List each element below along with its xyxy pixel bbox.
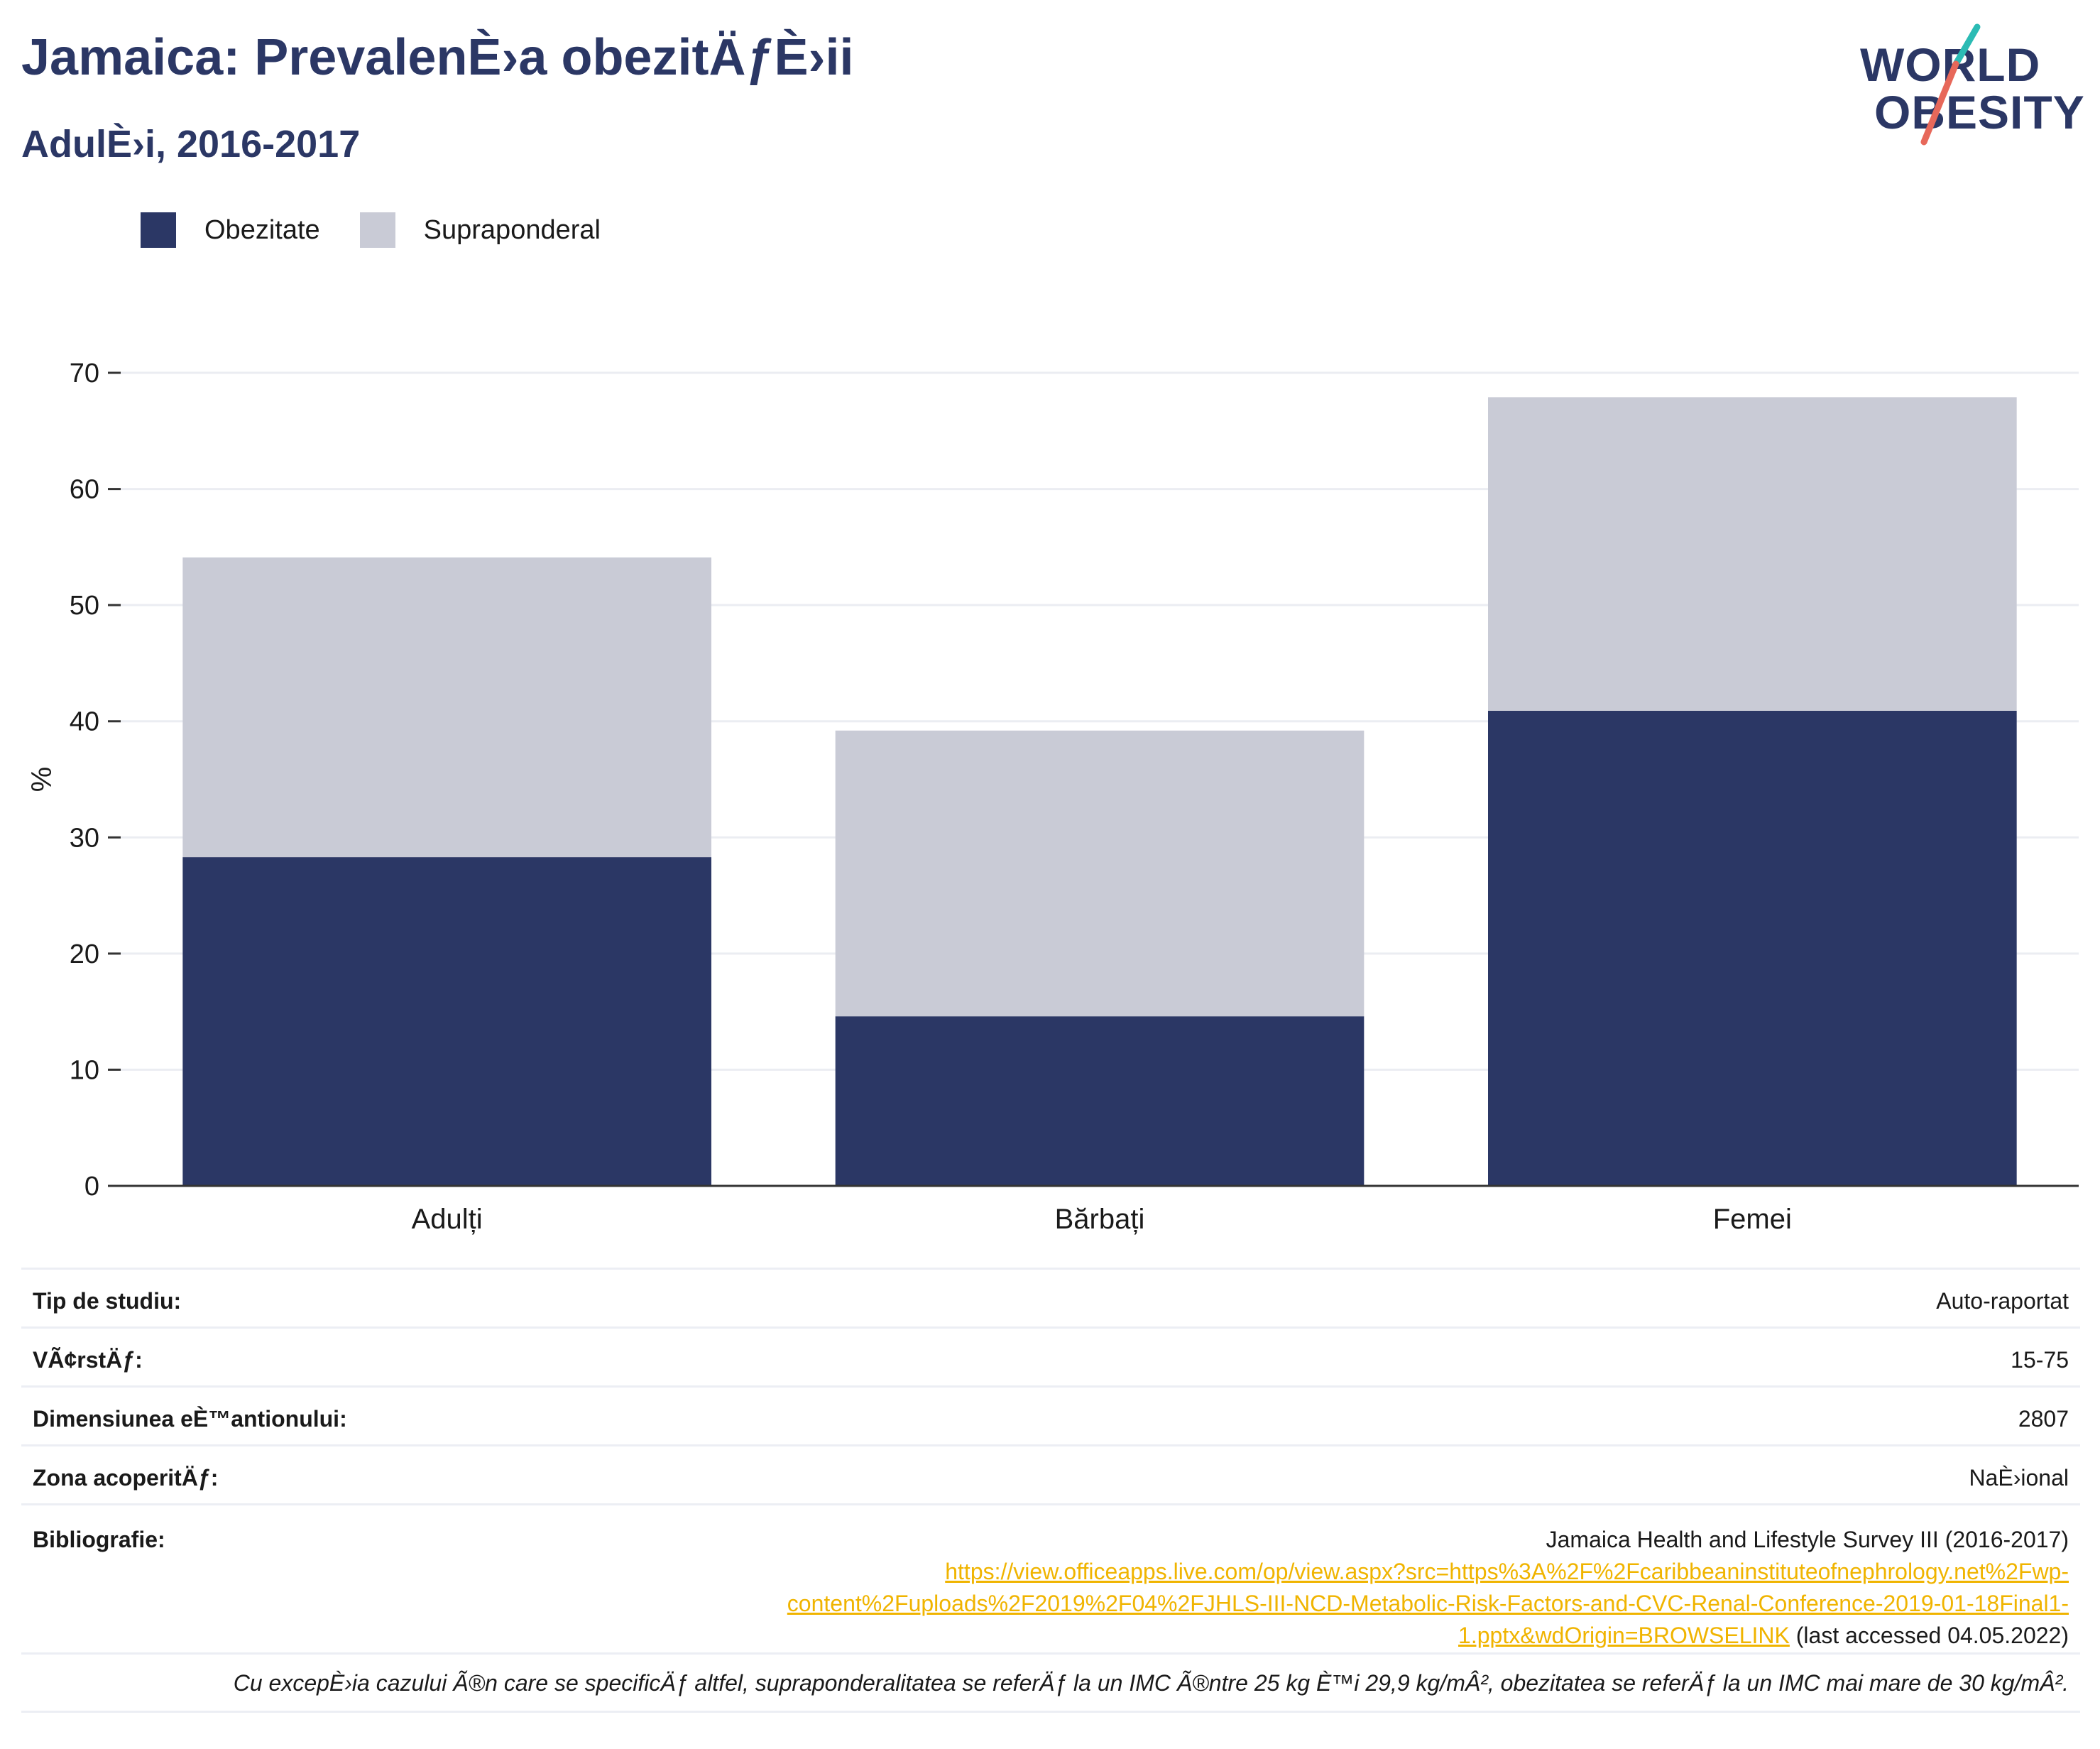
bibliography-link-line-2: content%2Fuploads%2F2019%2F04%2FJHLS-III…: [787, 1591, 2069, 1616]
info-value: 15-75: [2011, 1347, 2069, 1373]
legend-item-obesity[interactable]: Obezitate: [141, 212, 320, 248]
info-value: 2807: [2018, 1406, 2069, 1432]
bibliography-accessed: (last accessed 04.05.2022): [1789, 1623, 2069, 1648]
legend-swatch-obesity: [141, 212, 176, 248]
legend-label-overweight: Supraponderal: [423, 214, 601, 245]
chart-title: Jamaica: PrevalenÈ›a obezitÄƒÈ›ii: [21, 29, 854, 86]
info-value: Auto-raportat: [1936, 1288, 2069, 1314]
y-axis-label: %: [26, 767, 58, 792]
y-tick-label: 40: [70, 707, 99, 737]
info-row-age: VÃ¢rstÄƒ: 15-75: [21, 1326, 2080, 1385]
info-row-coverage: Zona acoperitÄƒ: NaÈ›ional: [21, 1444, 2080, 1503]
x-tick-label: Bărbați: [1055, 1204, 1145, 1235]
info-value: NaÈ›ional: [1969, 1465, 2069, 1491]
info-key: Bibliografie:: [33, 1527, 165, 1552]
info-key: VÃ¢rstÄƒ:: [33, 1347, 143, 1373]
y-tick-label: 10: [70, 1055, 99, 1085]
info-row-sample-size: Dimensiunea eÈ™antionului: 2807: [21, 1385, 2080, 1444]
logo-slash-icon: [1920, 23, 1981, 146]
chart-legend: Obezitate Supraponderal: [141, 212, 640, 249]
legend-label-obesity: Obezitate: [204, 214, 320, 245]
chart-subtitle: AdulÈ›i, 2016-2017: [21, 123, 361, 165]
info-key: Dimensiunea eÈ™antionului:: [33, 1406, 347, 1432]
y-tick-label: 60: [70, 475, 99, 505]
info-row-bibliography: Bibliografie: Jamaica Health and Lifesty…: [21, 1503, 2080, 1652]
y-tick-label: 30: [70, 823, 99, 853]
info-row-study-type: Tip de studiu: Auto-raportat: [21, 1268, 2080, 1326]
x-tick-label: Femei: [1713, 1204, 1792, 1235]
legend-swatch-overweight: [359, 212, 395, 248]
bar-obesity: [182, 857, 711, 1186]
study-info-table: Tip de studiu: Auto-raportat VÃ¢rstÄƒ: 1…: [21, 1268, 2080, 1713]
y-tick-label: 70: [70, 359, 99, 388]
bibliography-link-line-1: https://view.officeapps.live.com/op/view…: [945, 1559, 2069, 1584]
bibliography-link[interactable]: https://view.officeapps.live.com/op/view…: [787, 1559, 2069, 1648]
bar-overweight: [182, 557, 711, 858]
bibliography-link-line-3: 1.pptx&wdOrigin=BROWSELINK: [1458, 1623, 1790, 1648]
footnote: Cu excepÈ›ia cazului Ã®n care se specifi…: [21, 1652, 2080, 1713]
info-key: Tip de studiu:: [33, 1288, 182, 1314]
stacked-bar-chart: 0 10 20 30 40 50 60 70% Adulți Bărbați Femei: [26, 359, 2079, 1235]
bar-overweight: [1488, 397, 2017, 711]
bar-overweight: [835, 730, 1365, 1017]
y-tick-label: 20: [70, 939, 99, 969]
bar-obesity: [1488, 710, 2017, 1186]
legend-item-overweight[interactable]: Supraponderal: [359, 212, 601, 248]
y-tick-label: 0: [84, 1172, 99, 1202]
y-tick-label: 50: [70, 591, 99, 621]
x-tick-label: Adulți: [412, 1204, 483, 1235]
info-key: Zona acoperitÄƒ:: [33, 1465, 219, 1491]
bar-obesity: [835, 1016, 1365, 1186]
logo-word-2: OBESITY: [1874, 86, 2085, 138]
bibliography-value: Jamaica Health and Lifestyle Survey III …: [787, 1524, 2069, 1652]
bibliography-source: Jamaica Health and Lifestyle Survey III …: [1546, 1527, 2069, 1552]
world-obesity-logo: WORLD OBESITY: [1853, 21, 2087, 149]
